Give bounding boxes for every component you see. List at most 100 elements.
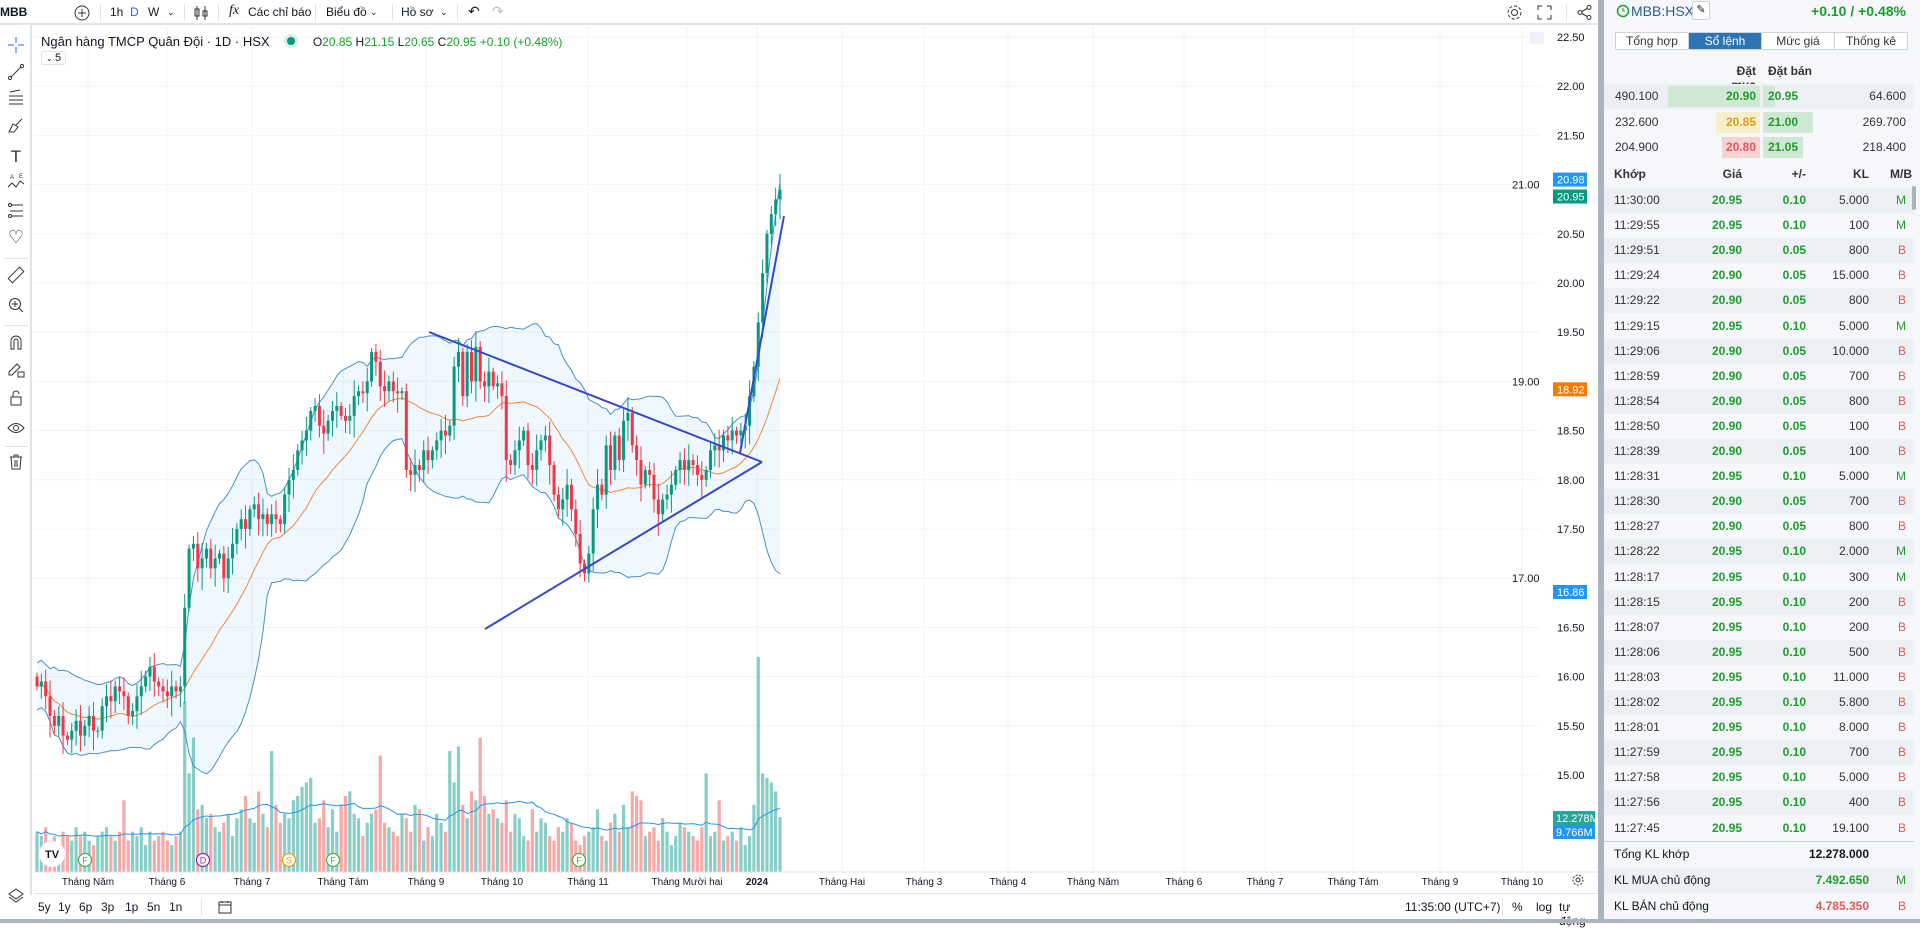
tab-2[interactable]: Mức giá (1762, 33, 1835, 49)
volume-bar (678, 822, 682, 872)
indicators-fx-icon[interactable]: fx (229, 3, 240, 18)
auto-scale-toggle[interactable]: tự động (1559, 900, 1586, 928)
volume-bar (356, 818, 361, 872)
panel-splitter[interactable] (1598, 0, 1604, 923)
orderbook-row[interactable]: 204.900 20.80 21.05 218.400 (1604, 135, 1914, 160)
indicators-button[interactable]: Các chỉ báo (248, 5, 312, 19)
candle (439, 418, 443, 459)
candle-body (665, 494, 669, 500)
share-icon[interactable] (1577, 5, 1592, 20)
favorites-heart-icon[interactable]: ♡ (7, 226, 25, 247)
event-marker-d[interactable]: D (195, 852, 211, 868)
range-6p[interactable]: 6p (79, 900, 93, 914)
candle (687, 444, 691, 486)
chevron-down-icon[interactable]: ⌄ (440, 7, 448, 17)
price-chart[interactable]: F D S F F TV 22.50 22.00 21.50 21.00 20.50 20.00 19.… (0, 0, 1598, 893)
range-3p[interactable]: 3p (101, 900, 115, 914)
trade-volume: 5.000 (1838, 469, 1869, 484)
ruler-icon[interactable] (4, 264, 28, 286)
event-marker-f[interactable]: F (77, 852, 93, 868)
redo-icon[interactable]: ↷ (492, 3, 504, 19)
price-scale-toggle[interactable] (1530, 32, 1544, 44)
tab-1[interactable]: Sổ lệnh (1689, 33, 1762, 49)
trade-row: 11:29:24 20.90 0.05 15.000 B (1604, 263, 1914, 288)
volume-bar (530, 809, 534, 872)
candle-style-icon[interactable] (193, 5, 209, 21)
collapse-indicators-button[interactable]: ⌄ 5 (41, 51, 67, 65)
undo-icon[interactable]: ↶ (468, 3, 480, 19)
trade-price: 20.90 (1711, 268, 1742, 283)
tradingview-logo[interactable]: TV (39, 841, 65, 867)
axis-settings-gear-icon[interactable] (1572, 874, 1584, 886)
fullscreen-icon[interactable] (1537, 5, 1552, 20)
chevron-down-icon[interactable]: ⌄ (370, 7, 378, 17)
candle-body (452, 366, 456, 426)
trend-line-drawing[interactable] (739, 215, 785, 454)
candle (65, 731, 69, 745)
trade-side: M (1896, 569, 1906, 584)
log-scale-toggle[interactable]: log (1536, 900, 1553, 914)
event-marker-s[interactable]: S (281, 852, 297, 868)
tab-3[interactable]: Thống kê (1845, 34, 1897, 48)
volume-bar (243, 795, 248, 872)
trend-line-drawing[interactable] (484, 461, 763, 630)
unlock-icon[interactable] (4, 387, 28, 409)
event-marker-f[interactable]: F (325, 852, 341, 868)
price-badge: 18.92 (1553, 382, 1587, 397)
orderbook-row[interactable]: 232.600 20.85 21.00 269.700 (1604, 110, 1914, 135)
volume-bar (187, 773, 191, 872)
tab-0[interactable]: Tổng hợp (1616, 33, 1689, 49)
candle-body (435, 440, 439, 451)
range-1n[interactable]: 1n (169, 900, 183, 914)
price-badge: 20.98 (1553, 172, 1587, 187)
layers-icon[interactable] (4, 885, 28, 907)
clock-timezone[interactable]: 11:35:00 (UTC+7) (1405, 900, 1501, 914)
trade-time: 11:29:06 (1614, 343, 1660, 358)
percent-scale-toggle[interactable]: % (1512, 900, 1523, 914)
candle (322, 409, 326, 454)
volume-bar (96, 836, 100, 872)
chart-type-menu[interactable]: Biểu đồ (326, 5, 367, 19)
brush-icon[interactable] (4, 114, 28, 136)
trend-line-drawing[interactable] (428, 331, 763, 463)
range-5y[interactable]: 5y (38, 900, 51, 914)
prediction-icon[interactable] (4, 199, 28, 221)
event-marker-f[interactable]: F (571, 852, 587, 868)
trade-change: 0.10 (1782, 745, 1806, 760)
price-tick-label: 18.50 (1557, 426, 1585, 438)
range-5n[interactable]: 5n (147, 900, 161, 914)
orderbook-row[interactable]: 490.100 20.90 20.95 64.600 (1604, 84, 1914, 109)
candle-body (513, 450, 517, 466)
text-tool-icon[interactable]: T (10, 147, 22, 166)
trades-scrollbar[interactable] (1912, 186, 1916, 210)
interval-1h[interactable]: 1h (110, 5, 124, 19)
trend-line-icon[interactable] (4, 61, 28, 83)
range-1p[interactable]: 1p (125, 900, 139, 914)
candle-body (765, 233, 769, 274)
candle-body (456, 351, 460, 367)
zoom-in-icon[interactable] (4, 294, 28, 316)
candle-body (491, 371, 495, 387)
volume-bar (144, 845, 148, 872)
interval-w[interactable]: W (148, 5, 160, 19)
volume-bar (708, 836, 713, 872)
eye-visibility-icon[interactable] (4, 417, 28, 439)
candle-body (361, 391, 365, 394)
lock-drawing-icon[interactable] (4, 358, 28, 380)
crosshair-icon[interactable] (4, 34, 28, 56)
fib-retracement-icon[interactable] (4, 86, 28, 108)
profile-menu[interactable]: Hồ sơ (401, 5, 434, 19)
interval-chevron-icon[interactable]: ⌄ (167, 7, 175, 17)
range-1y[interactable]: 1y (58, 900, 71, 914)
trade-price: 20.95 (1711, 644, 1742, 659)
settings-gear-icon[interactable] (1506, 4, 1523, 21)
trash-icon[interactable] (4, 451, 28, 473)
compare-plus-icon[interactable] (74, 5, 90, 21)
symbol-search[interactable]: MBB (0, 5, 28, 19)
go-to-date-calendar-icon[interactable] (218, 900, 232, 914)
magnet-icon[interactable] (4, 331, 28, 353)
candle-body (626, 412, 630, 421)
edit-symbol-pencil-icon[interactable]: ✎ (1692, 1, 1710, 20)
interval-d[interactable]: D (130, 5, 139, 19)
